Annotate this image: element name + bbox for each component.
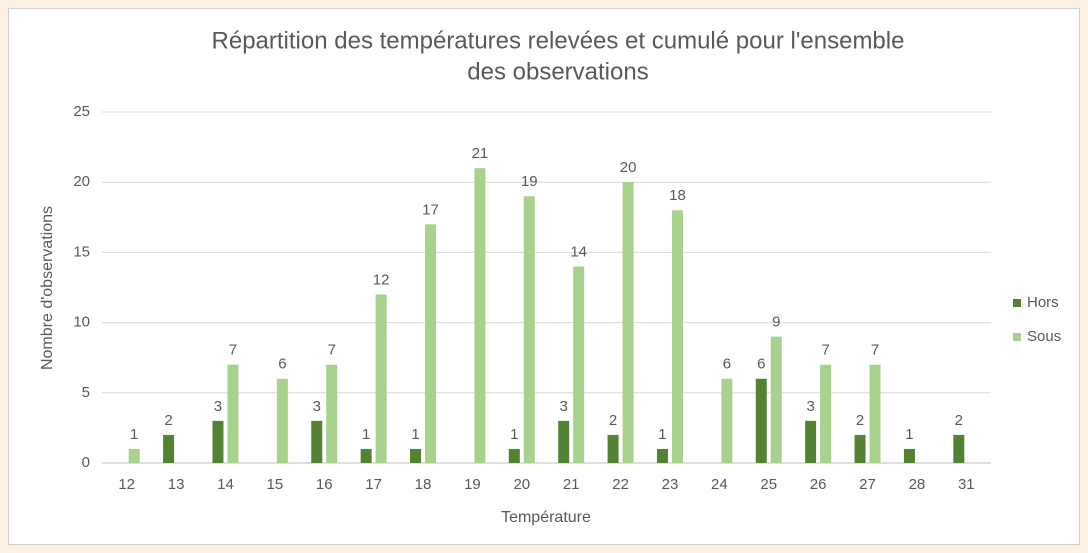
x-tick-label: 25 bbox=[760, 476, 777, 493]
bar bbox=[721, 378, 733, 463]
data-label: 7 bbox=[871, 342, 879, 359]
data-label: 3 bbox=[313, 398, 321, 415]
bar bbox=[474, 168, 486, 463]
x-axis-label: Température bbox=[501, 509, 591, 526]
data-label: 6 bbox=[757, 356, 765, 373]
bar bbox=[212, 420, 224, 463]
data-label: 6 bbox=[278, 356, 286, 373]
x-tick-label: 22 bbox=[612, 476, 629, 493]
bar bbox=[656, 448, 668, 463]
x-tick-label: 28 bbox=[909, 476, 926, 493]
x-tick-label: 15 bbox=[267, 476, 284, 493]
x-tick-label: 27 bbox=[859, 476, 876, 493]
bar bbox=[903, 448, 915, 463]
x-tick-label: 23 bbox=[662, 476, 679, 493]
data-label: 2 bbox=[609, 412, 617, 429]
legend-swatch bbox=[1013, 333, 1021, 341]
x-tick-label: 21 bbox=[563, 476, 580, 493]
legend-swatch bbox=[1013, 299, 1021, 307]
bar bbox=[558, 420, 570, 463]
bar bbox=[854, 434, 866, 463]
bar bbox=[622, 182, 634, 463]
bar bbox=[311, 420, 323, 463]
data-label: 18 bbox=[669, 187, 686, 204]
x-tick-label: 14 bbox=[217, 476, 234, 493]
bar bbox=[770, 336, 782, 463]
data-label: 1 bbox=[510, 426, 518, 443]
chart-title: des observations bbox=[467, 58, 648, 85]
bar bbox=[573, 266, 585, 463]
data-label: 14 bbox=[570, 243, 587, 260]
data-label: 19 bbox=[521, 173, 538, 190]
data-label: 2 bbox=[164, 412, 172, 429]
data-label: 2 bbox=[856, 412, 864, 429]
data-label: 3 bbox=[560, 398, 568, 415]
data-label: 1 bbox=[905, 426, 913, 443]
x-tick-label: 24 bbox=[711, 476, 728, 493]
legend-label: Sous bbox=[1027, 328, 1061, 345]
y-tick-label: 0 bbox=[82, 454, 90, 471]
x-tick-label: 20 bbox=[513, 476, 530, 493]
y-tick-label: 10 bbox=[73, 314, 90, 331]
x-tick-label: 26 bbox=[810, 476, 827, 493]
chart-title: Répartition des températures relevées et… bbox=[212, 27, 905, 54]
data-label: 17 bbox=[422, 201, 439, 218]
y-tick-label: 20 bbox=[73, 173, 90, 190]
bar bbox=[820, 364, 832, 463]
bar bbox=[425, 224, 437, 463]
data-label: 21 bbox=[472, 145, 489, 162]
x-tick-label: 12 bbox=[118, 476, 135, 493]
data-label: 1 bbox=[362, 426, 370, 443]
data-label: 1 bbox=[411, 426, 419, 443]
bar bbox=[128, 448, 140, 463]
legend-label: Hors bbox=[1027, 294, 1059, 311]
data-label: 9 bbox=[772, 314, 780, 331]
x-tick-label: 17 bbox=[365, 476, 382, 493]
x-tick-label: 16 bbox=[316, 476, 333, 493]
data-label: 2 bbox=[955, 412, 963, 429]
bar bbox=[326, 364, 338, 463]
bar bbox=[523, 196, 535, 464]
bar bbox=[360, 448, 372, 463]
data-label: 7 bbox=[229, 342, 237, 359]
bar bbox=[805, 420, 817, 463]
chart-panel bbox=[8, 8, 1080, 545]
bar bbox=[953, 434, 965, 463]
data-label: 20 bbox=[620, 159, 637, 176]
y-tick-label: 5 bbox=[82, 384, 90, 401]
bar bbox=[375, 294, 387, 463]
x-tick-label: 13 bbox=[168, 476, 185, 493]
bar bbox=[276, 378, 288, 463]
x-tick-label: 19 bbox=[464, 476, 481, 493]
y-axis-label: Nombre d'observations bbox=[39, 206, 56, 370]
data-label: 1 bbox=[130, 426, 138, 443]
x-tick-label: 31 bbox=[958, 476, 975, 493]
bar bbox=[227, 364, 239, 463]
data-label: 3 bbox=[214, 398, 222, 415]
bar bbox=[410, 448, 422, 463]
data-label: 7 bbox=[821, 342, 829, 359]
bar bbox=[869, 364, 881, 463]
bar bbox=[508, 448, 520, 463]
y-tick-label: 25 bbox=[73, 103, 90, 120]
data-label: 3 bbox=[806, 398, 814, 415]
data-label: 6 bbox=[723, 356, 731, 373]
data-label: 1 bbox=[658, 426, 666, 443]
x-tick-label: 18 bbox=[415, 476, 432, 493]
y-tick-label: 15 bbox=[73, 243, 90, 260]
bar bbox=[163, 434, 175, 463]
bar bbox=[607, 434, 619, 463]
data-label: 12 bbox=[373, 271, 390, 288]
data-label: 7 bbox=[328, 342, 336, 359]
bar bbox=[671, 210, 683, 463]
bar bbox=[755, 378, 767, 463]
